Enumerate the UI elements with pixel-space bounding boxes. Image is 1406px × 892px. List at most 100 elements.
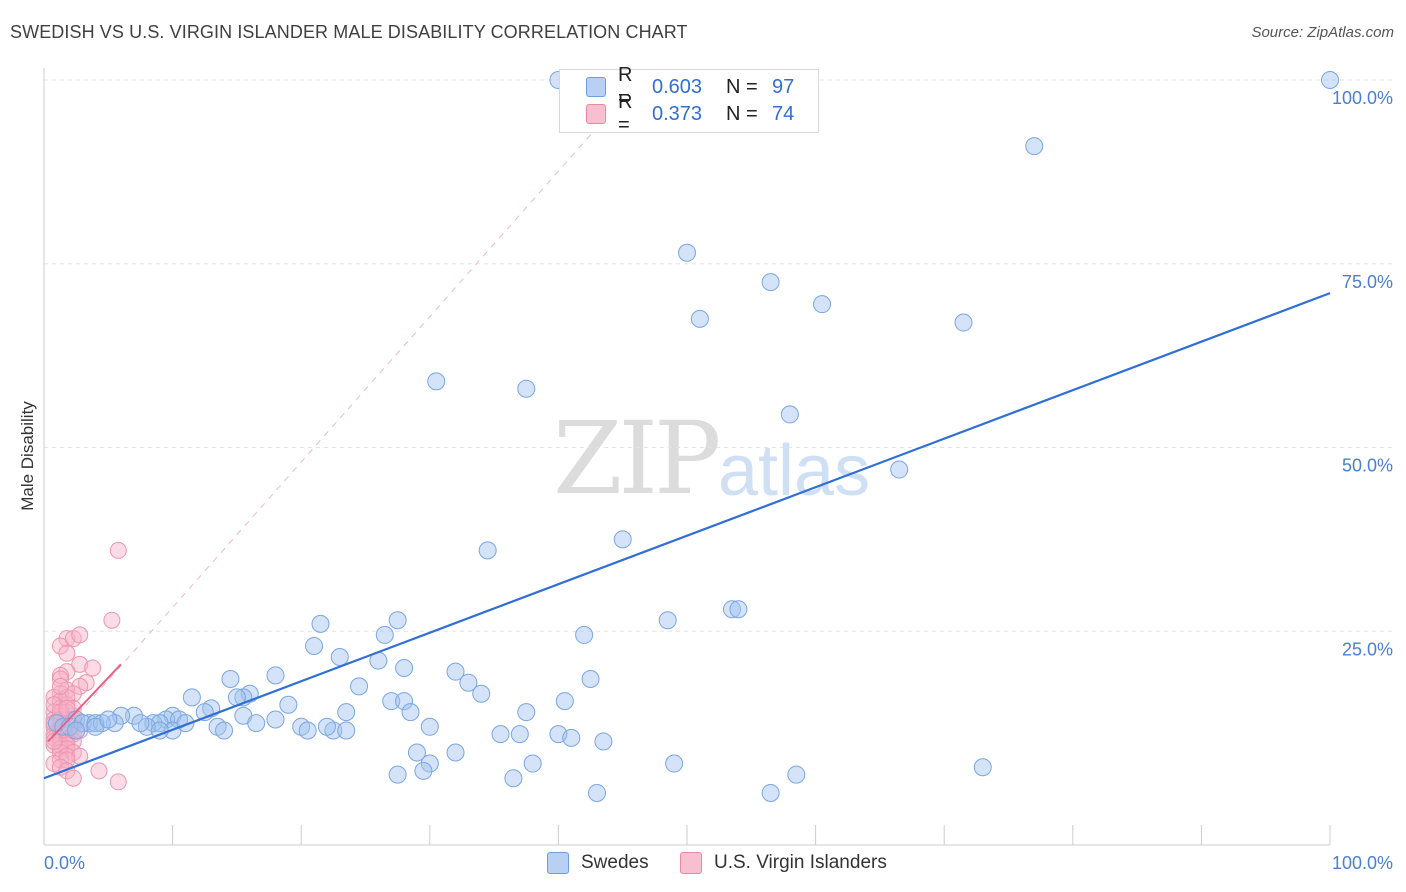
x-tick-label: 0.0% <box>44 853 85 873</box>
point-virgin-islanders <box>71 655 89 673</box>
trend-line-swedes <box>43 292 1331 780</box>
point-swedes <box>787 765 806 784</box>
point-virgin-islanders <box>51 677 69 695</box>
point-swedes <box>337 703 356 722</box>
point-swedes <box>420 754 439 773</box>
point-swedes <box>613 530 632 549</box>
axes <box>43 68 1331 846</box>
bottom-legend: Swedes U.S. Virgin Islanders <box>0 852 1406 878</box>
y-tick-label: 25.0% <box>1342 639 1393 659</box>
point-swedes <box>761 783 780 802</box>
point-swedes <box>350 677 369 696</box>
point-swedes <box>305 636 324 655</box>
point-swedes <box>587 783 606 802</box>
point-swedes <box>678 243 696 262</box>
point-swedes <box>1321 71 1339 89</box>
legend-n-value: 97 <box>772 75 795 98</box>
point-swedes <box>382 692 401 711</box>
bottom-legend-swedes[interactable]: Swedes <box>547 852 649 874</box>
legend-n-value: 74 <box>772 102 795 125</box>
point-swedes <box>266 710 285 729</box>
legend-n-label: N = <box>726 75 758 98</box>
point-swedes <box>375 625 394 644</box>
trend-line-virgin-islanders <box>47 663 122 743</box>
point-swedes <box>690 309 709 328</box>
point-swedes <box>131 714 150 733</box>
point-swedes <box>510 725 529 744</box>
point-swedes <box>99 710 118 729</box>
bottom-legend-label-virgin-islanders: U.S. Virgin Islanders <box>714 852 887 873</box>
x-tick-label: 100.0% <box>1332 853 1393 873</box>
point-swedes <box>729 600 748 619</box>
point-swedes <box>182 688 201 707</box>
point-swedes <box>427 372 446 391</box>
point-virgin-islanders <box>51 670 69 688</box>
legend: R = 0.603 N = 97 R = 0.373 N = 74 <box>559 64 819 136</box>
point-swedes <box>247 714 266 733</box>
point-virgin-islanders <box>58 644 76 662</box>
point-virgin-islanders <box>84 659 102 677</box>
point-swedes <box>555 692 574 711</box>
point-swedes <box>279 695 298 714</box>
point-virgin-islanders <box>90 762 108 780</box>
point-swedes <box>658 611 677 630</box>
point-swedes <box>665 754 684 773</box>
source-label: Source: ZipAtlas.com <box>1251 24 1394 41</box>
point-virgin-islanders <box>64 769 82 787</box>
legend-n-label: N = <box>726 102 758 125</box>
point-swedes <box>215 721 234 740</box>
point-swedes <box>266 666 285 685</box>
point-swedes <box>420 717 439 736</box>
trend-line-virgin-islanders-extended <box>53 72 646 742</box>
point-swedes <box>67 721 86 740</box>
legend-r-value: 0.603 <box>652 75 703 98</box>
point-swedes <box>446 662 465 681</box>
point-swedes <box>298 721 317 740</box>
point-swedes <box>337 721 356 740</box>
bottom-legend-virgin-islanders[interactable]: U.S. Virgin Islanders <box>680 852 887 874</box>
point-swedes <box>395 659 414 677</box>
bottom-legend-swatch-virgin-islanders <box>680 852 702 874</box>
point-swedes <box>761 273 780 292</box>
point-swedes <box>973 758 992 777</box>
legend-r-value: 0.373 <box>652 102 703 125</box>
grid-lines <box>44 79 1392 632</box>
bottom-legend-swatch-swedes <box>547 852 569 874</box>
bottom-legend-label-swedes: Swedes <box>581 852 649 873</box>
point-swedes <box>395 692 414 711</box>
point-swedes <box>780 405 799 424</box>
axis-labels: 25.0% 50.0% 75.0% 100.0% 0.0% 100.0% Male Disa… <box>18 88 1393 873</box>
point-virgin-islanders <box>109 773 127 791</box>
legend-row-swedes: R = 0.603 N = 97 <box>560 64 795 109</box>
point-swedes <box>401 703 420 722</box>
point-swedes <box>478 541 497 560</box>
point-virgin-islanders <box>71 626 89 644</box>
point-swedes <box>414 761 433 780</box>
trend-lines <box>43 72 1331 780</box>
point-swedes <box>723 600 742 619</box>
series-swedes <box>47 71 1339 802</box>
point-swedes <box>594 732 613 751</box>
point-virgin-islanders <box>109 541 127 559</box>
point-swedes <box>330 647 349 666</box>
legend-r-label: R = <box>618 91 633 136</box>
point-swedes <box>388 765 407 784</box>
point-swedes <box>504 769 523 788</box>
point-swedes <box>446 743 465 762</box>
point-swedes <box>890 460 909 479</box>
point-swedes <box>407 743 426 762</box>
y-tick-label: 50.0% <box>1342 456 1393 476</box>
point-swedes <box>459 673 478 692</box>
point-swedes <box>813 295 832 314</box>
point-swedes <box>954 313 973 332</box>
point-swedes <box>317 717 336 736</box>
chart-title: SWEDISH VS U.S. VIRGIN ISLANDER MALE DIS… <box>10 22 688 42</box>
point-swedes <box>1025 137 1044 156</box>
point-swedes <box>581 670 600 689</box>
point-swedes <box>517 703 536 722</box>
y-tick-label: 75.0% <box>1342 272 1393 292</box>
point-swedes <box>575 625 594 644</box>
watermark-zip: ZIP <box>553 400 721 517</box>
legend-swatch-virgin-islanders <box>586 104 606 124</box>
